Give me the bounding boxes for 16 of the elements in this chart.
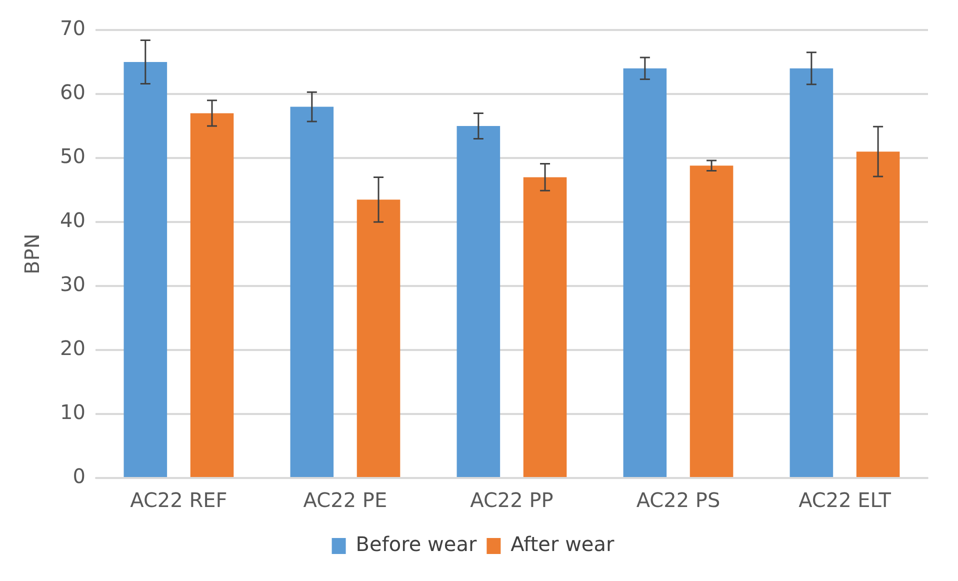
y-tick-label: 10 bbox=[60, 400, 86, 424]
y-axis-title: BPN bbox=[20, 234, 44, 274]
x-tick-label: AC22 ELT bbox=[798, 488, 892, 512]
y-tick-label: 60 bbox=[60, 80, 86, 104]
x-tick-label: AC22 PS bbox=[636, 488, 720, 512]
y-tick-label: 0 bbox=[72, 464, 86, 488]
legend-label: After wear bbox=[510, 532, 615, 556]
x-tick-label: AC22 PE bbox=[303, 488, 388, 512]
y-tick-label: 30 bbox=[60, 272, 86, 296]
y-tick-label: 40 bbox=[60, 208, 86, 232]
y-tick-label: 20 bbox=[60, 336, 86, 360]
y-tick-label: 50 bbox=[60, 144, 86, 168]
legend-label: Before wear bbox=[356, 532, 478, 556]
x-tick-label: AC22 REF bbox=[130, 488, 228, 512]
y-tick-label: 70 bbox=[60, 16, 86, 40]
x-tick-label: AC22 PP bbox=[470, 488, 554, 512]
